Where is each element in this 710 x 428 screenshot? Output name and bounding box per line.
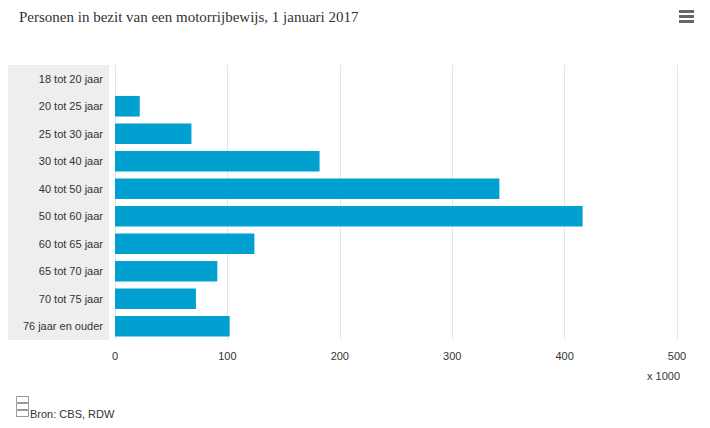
svg-text:Personen in bezit van een moto: Personen in bezit van een motorrijbewijs…: [19, 9, 359, 25]
svg-text:65 tot 70 jaar: 65 tot 70 jaar: [39, 265, 104, 277]
svg-text:18 tot 20 jaar: 18 tot 20 jaar: [39, 73, 104, 85]
svg-text:300: 300: [443, 350, 461, 362]
svg-text:200: 200: [331, 350, 349, 362]
svg-text:40 tot 50 jaar: 40 tot 50 jaar: [39, 183, 104, 195]
svg-text:70 tot 75 jaar: 70 tot 75 jaar: [39, 293, 104, 305]
svg-text:400: 400: [555, 350, 573, 362]
svg-text:20 tot 25 jaar: 20 tot 25 jaar: [39, 100, 104, 112]
svg-text:500: 500: [668, 350, 686, 362]
svg-text:25 tot 30 jaar: 25 tot 30 jaar: [39, 128, 104, 140]
svg-text:60 tot 65 jaar: 60 tot 65 jaar: [39, 238, 104, 250]
svg-text:30 tot 40 jaar: 30 tot 40 jaar: [39, 155, 104, 167]
svg-text:100: 100: [218, 350, 236, 362]
svg-text:x 1000: x 1000: [647, 370, 680, 382]
svg-text:76 jaar en ouder: 76 jaar en ouder: [23, 320, 103, 332]
svg-text:50 tot 60 jaar: 50 tot 60 jaar: [39, 210, 104, 222]
svg-text:0: 0: [112, 350, 118, 362]
svg-text:Bron: CBS, RDW: Bron: CBS, RDW: [30, 408, 115, 420]
